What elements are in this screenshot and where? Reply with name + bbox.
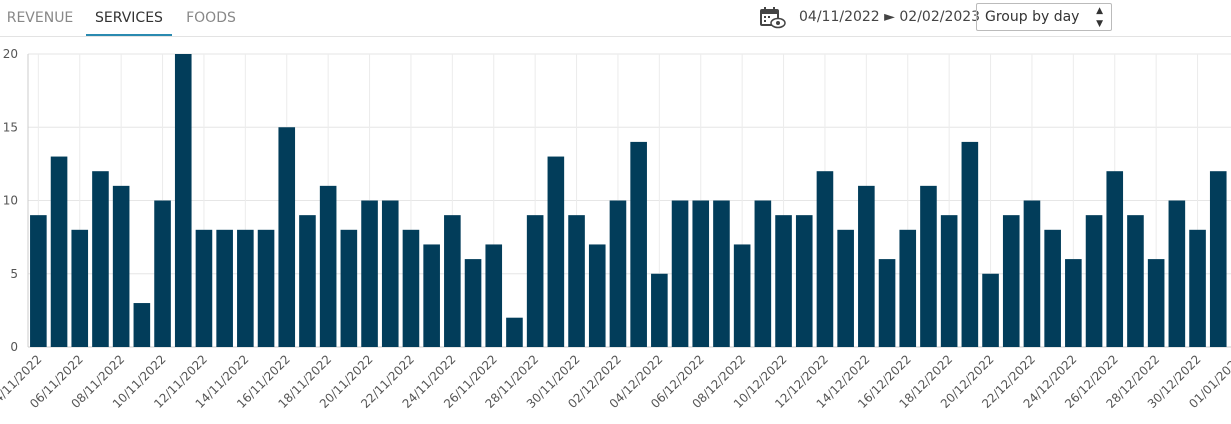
- bar: [1127, 215, 1144, 347]
- bar: [402, 229, 420, 347]
- bar: [133, 303, 151, 347]
- tab-active[interactable]: SERVICES: [86, 0, 172, 36]
- tab[interactable]: FOODS: [186, 10, 236, 26]
- bar: [568, 215, 585, 347]
- bar: [547, 156, 565, 347]
- bar: [692, 200, 710, 347]
- bar: [526, 215, 544, 347]
- bar: [237, 229, 254, 347]
- calendar-icon[interactable]: [760, 7, 786, 29]
- bar: [92, 171, 109, 347]
- bar: [837, 229, 854, 347]
- select-text: Group by day: [985, 9, 1080, 25]
- bar: [920, 185, 937, 347]
- bar: [485, 244, 503, 347]
- separator: ►: [884, 9, 895, 25]
- bar: [340, 229, 358, 347]
- select-arrow: ▲ ▼: [1096, 6, 1103, 29]
- bar: [1209, 171, 1227, 347]
- bar: [361, 200, 378, 347]
- bar: [1189, 229, 1206, 347]
- bar: [174, 54, 192, 347]
- tab[interactable]: REVENUE: [6, 10, 74, 26]
- y-tick-label: 15: [3, 120, 18, 134]
- bar: [588, 244, 606, 347]
- y-tick-label: 10: [3, 194, 18, 208]
- bar: [1147, 259, 1165, 347]
- bar: [733, 244, 751, 347]
- date-to: 02/02/2023: [899, 9, 981, 25]
- bar: [713, 200, 730, 347]
- bar: [71, 229, 89, 347]
- bar: [1065, 259, 1082, 347]
- bar: [381, 200, 399, 347]
- bar: [961, 141, 979, 347]
- bar: [154, 200, 171, 347]
- bar: [1023, 200, 1041, 347]
- bar: [609, 200, 627, 347]
- bar: [754, 200, 772, 347]
- bar: [278, 127, 296, 347]
- bar: [630, 141, 647, 347]
- bar: [982, 273, 999, 347]
- y-tick-label: 5: [10, 267, 18, 281]
- bar: [775, 215, 792, 347]
- bar: [1085, 215, 1103, 347]
- bar: [671, 200, 689, 347]
- bar: [423, 244, 440, 347]
- bar: [795, 215, 813, 347]
- bar: [858, 185, 875, 347]
- bar: [30, 215, 47, 347]
- bar: [940, 215, 958, 347]
- bar: [878, 259, 896, 347]
- bar: [50, 156, 68, 347]
- bar: [899, 229, 917, 347]
- bar: [816, 171, 834, 347]
- bar: [299, 215, 316, 347]
- date-from: 04/11/2022: [799, 9, 880, 25]
- bar: [112, 185, 130, 347]
- y-tick-label: 20: [3, 47, 18, 61]
- bar: [319, 185, 337, 347]
- toolbar: REVENUE SERVICES FOODS 04/11/2022 ► 02/0…: [0, 0, 1231, 37]
- bar: [257, 229, 275, 347]
- y-tick-label: 0: [10, 340, 18, 354]
- bar: [506, 317, 523, 347]
- bar: [444, 215, 461, 347]
- bar: [1106, 171, 1124, 347]
- bar: [1044, 229, 1061, 347]
- bar: [1168, 200, 1186, 347]
- bar: [1002, 215, 1020, 347]
- group-select[interactable]: Group by day ▲ ▼: [976, 3, 1112, 31]
- bar: [651, 273, 668, 347]
- bar: [195, 229, 213, 347]
- bar: [216, 229, 233, 347]
- bar: [464, 259, 482, 347]
- date-range[interactable]: 04/11/2022 ► 02/02/2023: [799, 0, 980, 34]
